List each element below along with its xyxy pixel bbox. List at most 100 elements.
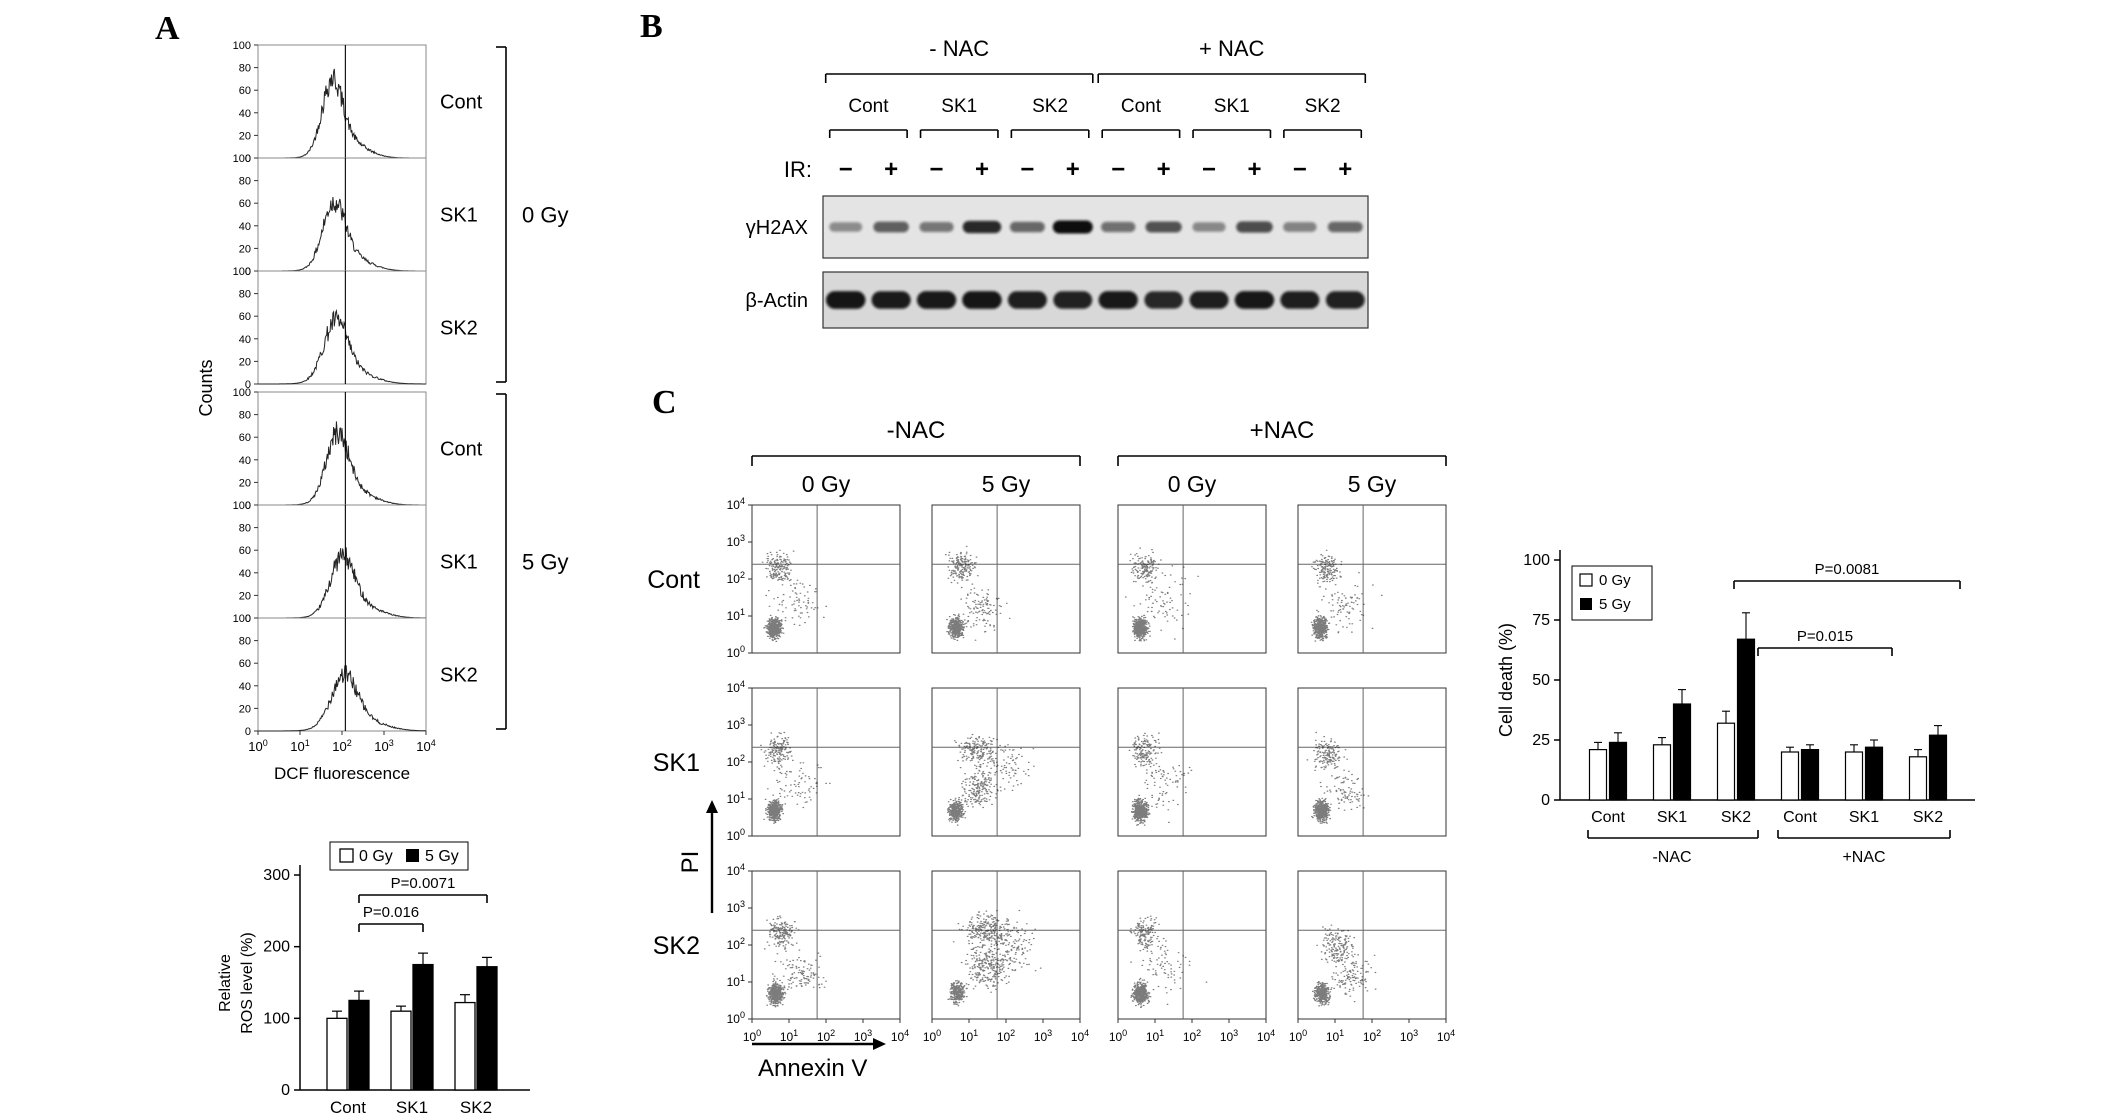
c-row-label: Cont bbox=[647, 566, 700, 594]
c-col-label: 0 Gy bbox=[802, 471, 851, 497]
ros-category-label: SK2 bbox=[460, 1098, 492, 1117]
c-xtick-label: 104 bbox=[1071, 1028, 1089, 1044]
c-xtick-label: 100 bbox=[923, 1028, 941, 1044]
ir-sign: − bbox=[1293, 156, 1307, 183]
ir-sign: − bbox=[839, 156, 853, 183]
death-minus-nac-label: -NAC bbox=[1652, 849, 1691, 866]
hist-ytick-label: 20 bbox=[239, 703, 251, 715]
death-bar bbox=[1844, 751, 1864, 801]
blot-row-label: β-Actin bbox=[745, 290, 808, 312]
hist-ytick-label: 20 bbox=[239, 243, 251, 255]
panel-c-label: C bbox=[652, 384, 677, 421]
ir-sign: − bbox=[1111, 156, 1125, 183]
ros-ytick-label: 0 bbox=[281, 1082, 290, 1099]
scatter-points bbox=[1306, 731, 1370, 824]
blot-band bbox=[1052, 220, 1093, 234]
blot-band bbox=[1283, 222, 1317, 232]
lane-group-bracket bbox=[919, 129, 999, 138]
blot-band bbox=[1098, 291, 1138, 309]
hist-row-label: Cont bbox=[440, 439, 483, 461]
blot-band bbox=[1234, 291, 1275, 309]
panel-a-histograms: 0 20 40 60 80 100 Cont 0 20 40 60 80 100 SK1 0 20 40 60 80… bbox=[196, 40, 568, 783]
hist-ytick-label: 60 bbox=[239, 85, 251, 97]
group-0gy-label: 0 Gy bbox=[522, 203, 568, 228]
lane-group-label: SK2 bbox=[1032, 96, 1068, 117]
c-xtick-label: 104 bbox=[1257, 1028, 1275, 1044]
hist-ytick-label: 40 bbox=[239, 681, 251, 693]
death-ytick-label: 25 bbox=[1532, 732, 1550, 749]
blot-row-label: γH2AX bbox=[746, 217, 808, 239]
blot-band bbox=[1327, 221, 1363, 233]
c-xtick-label: 102 bbox=[1183, 1028, 1201, 1044]
scatter-points bbox=[1310, 549, 1383, 642]
death-category-label: Cont bbox=[1783, 809, 1817, 826]
blot-band bbox=[1280, 291, 1320, 309]
c-ytick-label: 101 bbox=[727, 607, 745, 623]
death-ytick-label: 75 bbox=[1532, 612, 1550, 629]
c-xtick-label: 100 bbox=[1289, 1028, 1307, 1044]
hist-ytick-label: 20 bbox=[239, 356, 251, 368]
hist-ytick-label: 0 bbox=[245, 726, 251, 738]
cell-death-chart: 0 25 50 75 100 Cell death (%) Cont SK1 SK2 Cont SK… bbox=[1496, 550, 1975, 866]
scatter-points bbox=[1128, 732, 1193, 826]
death-bar bbox=[1672, 703, 1692, 801]
death-category-label: SK2 bbox=[1913, 809, 1943, 826]
hist-xtick-label: 101 bbox=[290, 738, 309, 754]
death-bar bbox=[1608, 741, 1628, 801]
ros-bar bbox=[326, 1017, 348, 1091]
scatter-points bbox=[760, 731, 831, 824]
c-ytick-label: 102 bbox=[727, 753, 745, 769]
blot-band bbox=[873, 221, 909, 233]
hist-xaxis-label: DCF fluorescence bbox=[274, 764, 410, 783]
group-5gy-label: 5 Gy bbox=[522, 550, 568, 575]
hist-ytick-label: 80 bbox=[239, 63, 251, 75]
lane-group-bracket bbox=[1192, 129, 1272, 138]
c-ytick-label: 102 bbox=[727, 570, 745, 586]
blot-band bbox=[1009, 221, 1045, 233]
hist-ytick-label: 60 bbox=[239, 198, 251, 210]
c-plus-nac-label: +NAC bbox=[1250, 417, 1315, 444]
plus-nac-bracket bbox=[1097, 73, 1367, 83]
hist-ytick-label: 20 bbox=[239, 477, 251, 489]
death-legend-0gy-label: 0 Gy bbox=[1599, 572, 1631, 589]
blot-band bbox=[1100, 221, 1136, 233]
hist-ytick-label: 0 bbox=[245, 379, 251, 391]
scatter-points bbox=[947, 909, 1042, 1007]
ros-legend-box bbox=[329, 841, 469, 871]
c-col-label: 5 Gy bbox=[1348, 471, 1397, 497]
p-bracket bbox=[1733, 580, 1961, 589]
hist-ytick-label: 80 bbox=[239, 523, 251, 535]
hist-row-label: SK1 bbox=[440, 552, 478, 574]
hist-yaxis-label: Counts bbox=[196, 359, 216, 416]
blot-band bbox=[825, 291, 866, 309]
hist-xtick-label: 100 bbox=[248, 738, 267, 754]
hist-ytick-label: 20 bbox=[239, 590, 251, 602]
hist-ytick-label: 0 bbox=[245, 266, 251, 278]
blot-band bbox=[829, 222, 863, 232]
hist-ytick-label: 0 bbox=[245, 500, 251, 512]
p-bracket bbox=[1757, 647, 1893, 656]
hist-ytick-label: 60 bbox=[239, 545, 251, 557]
death-plus-nac-bracket bbox=[1777, 830, 1951, 839]
ros-yaxis-label: Relative bbox=[217, 954, 234, 1012]
histogram-box bbox=[257, 504, 427, 619]
death-ytick-label: 100 bbox=[1523, 552, 1550, 569]
ros-bar bbox=[390, 1010, 412, 1091]
ros-bar bbox=[476, 966, 498, 1091]
death-plus-nac-label: +NAC bbox=[1842, 849, 1885, 866]
c-xtick-label: 103 bbox=[1220, 1028, 1238, 1044]
ir-sign: + bbox=[1157, 156, 1171, 183]
blot-band bbox=[1192, 222, 1226, 232]
annexin-arrow-head bbox=[873, 1038, 886, 1050]
death-category-label: SK1 bbox=[1849, 809, 1879, 826]
death-bar bbox=[1908, 756, 1928, 801]
hist-ytick-label: 100 bbox=[233, 40, 251, 52]
death-bar bbox=[1928, 734, 1948, 801]
c-xtick-label: 101 bbox=[780, 1028, 798, 1044]
hist-ytick-label: 40 bbox=[239, 221, 251, 233]
hist-row-label: SK1 bbox=[440, 205, 478, 227]
death-bar bbox=[1588, 748, 1608, 801]
hist-row-label: Cont bbox=[440, 92, 483, 114]
lane-group-bracket bbox=[1010, 129, 1090, 138]
